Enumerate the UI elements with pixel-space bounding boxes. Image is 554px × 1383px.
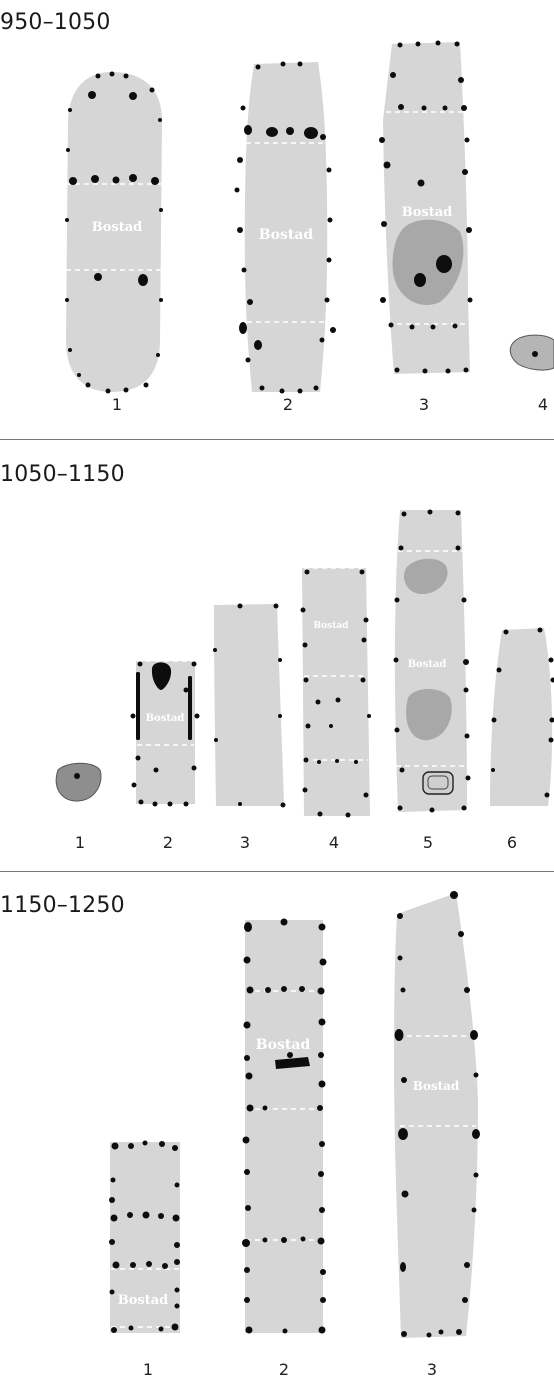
house-number: 1 — [112, 395, 122, 414]
house-plan-p2-1: 1 — [55, 762, 102, 852]
house-number: 3 — [427, 1360, 437, 1379]
house-plan-p1-2: Bostad 2 — [234, 61, 336, 414]
room-label: Bostad — [92, 220, 143, 235]
room-label: Bostad — [402, 205, 453, 220]
house-plan-p2-5: Bostad 5 — [393, 509, 471, 852]
house-plan-p3-3: Bostad 3 — [394, 891, 480, 1379]
room-label: Bostad — [146, 713, 185, 724]
period-divider-1 — [0, 439, 554, 440]
house-plan-p1-1: Bostad 1 — [65, 71, 163, 414]
room-label: Bostad — [118, 1293, 169, 1308]
house-number: 3 — [419, 395, 429, 414]
period-label-2: 1050–1150 — [0, 462, 125, 487]
house-number: 5 — [423, 833, 433, 852]
house-number: 1 — [143, 1360, 153, 1379]
house-number: 2 — [279, 1360, 289, 1379]
house-number: 2 — [163, 833, 173, 852]
house-number: 4 — [538, 395, 548, 414]
period-label-3: 1150–1250 — [0, 893, 125, 918]
room-label: Bostad — [314, 621, 350, 631]
house-plan-p2-4: Bostad 4 — [300, 567, 371, 852]
house-plan-p1-3: Bostad 3 — [379, 40, 473, 414]
room-label: Bostad — [259, 227, 314, 243]
period-label-1: 950–1050 — [0, 10, 111, 35]
room-label: Bostad — [408, 659, 447, 670]
house-plan-p2-3: 3 — [213, 603, 286, 852]
house-plan-p2-2: Bostad 2 — [130, 660, 200, 852]
house-number: 3 — [240, 833, 250, 852]
house-number: 6 — [507, 833, 517, 852]
house-plan-p1-4: 4 — [509, 334, 554, 414]
house-number: 4 — [329, 833, 339, 852]
house-number: 2 — [283, 395, 293, 414]
room-label: Bostad — [256, 1037, 311, 1053]
house-plan-p3-2: Bostad 2 — [242, 918, 327, 1379]
house-plan-p2-6: 6 — [490, 627, 554, 852]
period-divider-2 — [0, 871, 554, 872]
room-label: Bostad — [413, 1079, 460, 1093]
house-number: 1 — [75, 833, 85, 852]
house-plan-p3-1: Bostad 1 — [109, 1140, 180, 1379]
